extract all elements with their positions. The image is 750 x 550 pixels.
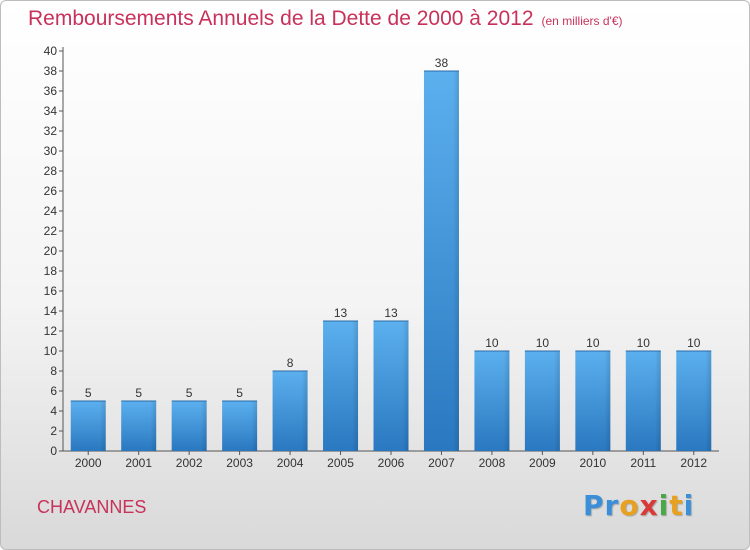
value-label-2006: 13 (384, 306, 398, 320)
x-tick-label-2004: 2004 (277, 456, 304, 470)
proxiti-logo: Proxiti (583, 489, 694, 522)
x-tick-label-2000: 2000 (75, 456, 102, 470)
value-label-2011: 10 (637, 336, 651, 350)
y-tick-label: 2 (50, 424, 57, 438)
x-tick-label-2010: 2010 (579, 456, 606, 470)
y-tick-label: 16 (44, 284, 58, 298)
y-tick-label: 30 (44, 144, 58, 158)
y-tick-label: 34 (44, 104, 58, 118)
value-label-2005: 13 (334, 306, 348, 320)
y-tick-label: 20 (44, 244, 58, 258)
y-tick-label: 18 (44, 264, 58, 278)
value-label-2010: 10 (586, 336, 600, 350)
y-tick-label: 26 (44, 184, 58, 198)
chart-title: Remboursements Annuels de la Dette de 20… (28, 7, 623, 30)
unit-label: (en milliers d'€) (541, 14, 623, 28)
y-tick-label: 10 (44, 344, 58, 358)
logo-letter: r (604, 489, 620, 522)
x-tick-label-2008: 2008 (479, 456, 506, 470)
value-label-2012: 10 (687, 336, 701, 350)
bar-shade (553, 351, 560, 451)
value-label-2008: 10 (485, 336, 499, 350)
logo-letter: o (619, 489, 640, 522)
x-tick-label-2001: 2001 (125, 456, 152, 470)
value-label-2002: 5 (186, 386, 193, 400)
x-tick-label-2009: 2009 (529, 456, 556, 470)
value-label-2004: 8 (287, 356, 294, 370)
bar-shade (604, 351, 611, 451)
x-tick-label-2007: 2007 (428, 456, 455, 470)
bar-shade (705, 351, 712, 451)
bar-shade (301, 371, 308, 451)
x-tick-label-2003: 2003 (226, 456, 253, 470)
y-tick-label: 38 (44, 64, 58, 78)
bar-shade (251, 401, 258, 451)
logo-letter: i (683, 489, 695, 522)
x-tick-label-2006: 2006 (378, 456, 405, 470)
logo-letter: x (639, 489, 659, 522)
value-label-2009: 10 (536, 336, 550, 350)
bar-shade (200, 401, 207, 451)
logo-letter: P (583, 489, 605, 522)
logo-letter: t (669, 489, 684, 522)
bar-shade (402, 321, 409, 451)
y-tick-label: 4 (50, 404, 57, 418)
bar-shade (150, 401, 157, 451)
bar-shade (99, 401, 106, 451)
value-label-2007: 38 (435, 56, 449, 70)
x-tick-label-2011: 2011 (630, 456, 656, 470)
value-label-2003: 5 (236, 386, 243, 400)
bar-shade (503, 351, 510, 451)
y-tick-label: 6 (50, 384, 57, 398)
x-tick-label-2005: 2005 (327, 456, 354, 470)
bar-shade (452, 71, 459, 451)
bar-shade (654, 351, 661, 451)
y-tick-label: 8 (50, 364, 57, 378)
y-tick-label: 12 (44, 324, 58, 338)
y-tick-label: 28 (44, 164, 58, 178)
x-tick-label-2012: 2012 (680, 456, 707, 470)
y-tick-label: 0 (50, 444, 57, 458)
y-tick-label: 32 (44, 124, 58, 138)
bar-shade (352, 321, 359, 451)
y-tick-label: 24 (44, 204, 58, 218)
value-label-2000: 5 (85, 386, 92, 400)
commune-name: CHAVANNES (37, 497, 147, 517)
x-tick-label-2002: 2002 (176, 456, 203, 470)
y-tick-label: 40 (44, 44, 58, 58)
logo-letter: i (658, 489, 670, 522)
y-tick-label: 14 (44, 304, 58, 318)
y-tick-label: 36 (44, 84, 58, 98)
value-label-2001: 5 (135, 386, 142, 400)
y-tick-label: 22 (44, 224, 58, 238)
